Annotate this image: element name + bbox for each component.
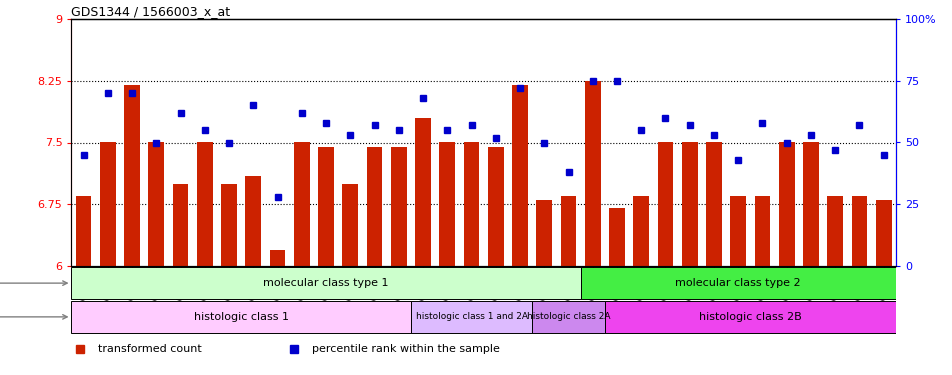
Text: disease state: disease state	[0, 312, 67, 322]
Text: other: other	[0, 278, 67, 288]
Bar	[410, 301, 531, 333]
Bar	[172, 184, 188, 266]
Text: molecular class type 1: molecular class type 1	[263, 278, 388, 288]
Bar	[75, 196, 91, 266]
Bar	[71, 267, 580, 299]
Bar	[149, 142, 164, 266]
Bar	[729, 196, 745, 266]
Bar	[580, 267, 895, 299]
Bar	[633, 196, 648, 266]
Bar	[875, 200, 891, 266]
Text: histologic class 1 and 2A: histologic class 1 and 2A	[415, 312, 527, 321]
Bar	[585, 81, 600, 266]
Bar	[681, 142, 697, 266]
Bar	[318, 147, 333, 266]
Bar	[71, 301, 410, 333]
Bar	[605, 301, 895, 333]
Bar	[851, 196, 866, 266]
Bar	[439, 142, 455, 266]
Text: transformed count: transformed count	[98, 344, 202, 354]
Text: histologic class 2B: histologic class 2B	[698, 312, 801, 322]
Bar	[246, 176, 261, 266]
Text: percentile rank within the sample: percentile rank within the sample	[312, 344, 500, 354]
Bar	[826, 196, 843, 266]
Bar	[778, 142, 794, 266]
Text: histologic class 1: histologic class 1	[193, 312, 288, 322]
Bar	[124, 85, 140, 266]
Bar	[754, 196, 769, 266]
Bar	[269, 250, 286, 266]
Bar	[367, 147, 382, 266]
Bar	[560, 196, 576, 266]
Bar	[657, 142, 673, 266]
Bar	[100, 142, 115, 266]
Bar	[390, 147, 407, 266]
Bar	[536, 200, 551, 266]
Bar	[415, 118, 430, 266]
Bar	[511, 85, 527, 266]
Text: molecular class type 2: molecular class type 2	[675, 278, 801, 288]
Bar	[531, 301, 605, 333]
Bar	[487, 147, 503, 266]
Bar	[705, 142, 721, 266]
Bar	[608, 209, 625, 266]
Text: GDS1344 / 1566003_x_at: GDS1344 / 1566003_x_at	[71, 4, 230, 18]
Bar	[197, 142, 212, 266]
Bar	[293, 142, 309, 266]
Text: histologic class 2A: histologic class 2A	[526, 312, 609, 321]
Bar	[221, 184, 237, 266]
Bar	[803, 142, 818, 266]
Bar	[464, 142, 479, 266]
Bar	[342, 184, 358, 266]
